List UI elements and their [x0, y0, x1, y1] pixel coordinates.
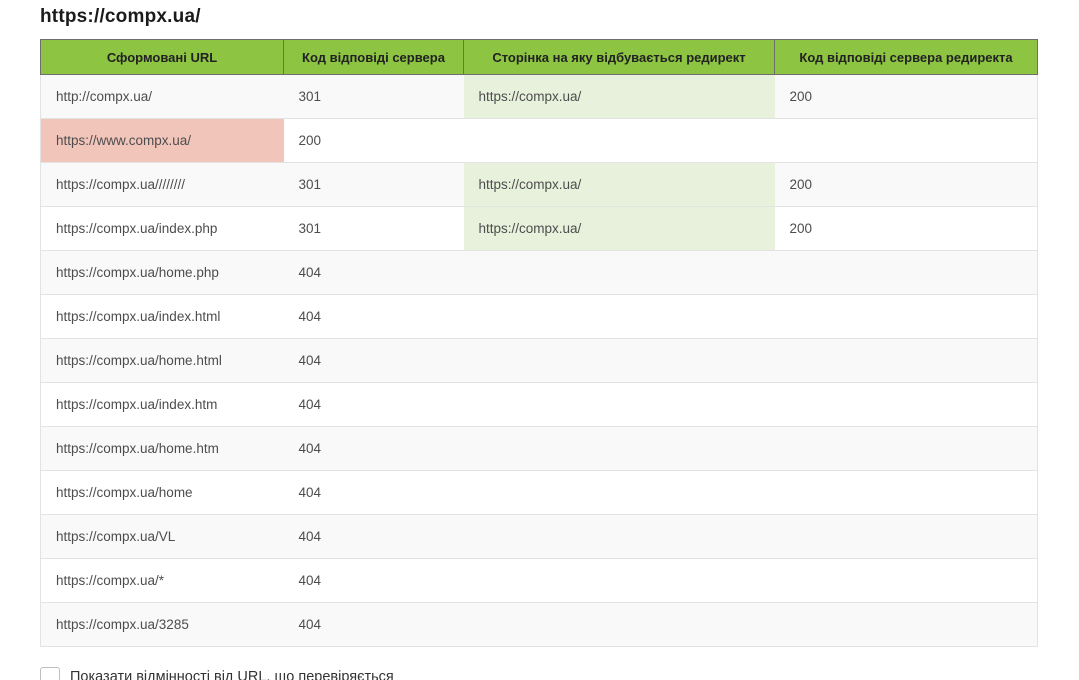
page-title: https://compx.ua/: [40, 6, 201, 27]
column-header-redirect-response-code: Код відповіді сервера редиректа: [774, 39, 1038, 75]
show-differences-option: Показати відмінності від URL, що перевір…: [40, 667, 1079, 680]
table-row: https://compx.ua/3285 404: [40, 602, 1038, 647]
url-cell: https://compx.ua////////: [40, 162, 284, 207]
redirect-url-cell: [463, 250, 775, 295]
redirect-url-cell: https://compx.ua/: [463, 74, 775, 119]
redirect-code-cell: [774, 118, 1038, 163]
status-code-cell: 404: [283, 514, 464, 559]
redirect-code-cell: [774, 338, 1038, 383]
table-row: https://www.compx.ua/200: [40, 118, 1038, 163]
status-code-cell: 404: [283, 602, 464, 647]
url-cell: http://compx.ua/: [40, 74, 284, 119]
table-row: https://compx.ua/index.html 404: [40, 294, 1038, 339]
table-row: https://compx.ua/home.php 404: [40, 250, 1038, 295]
redirect-url-cell: [463, 514, 775, 559]
status-code-cell: 404: [283, 382, 464, 427]
redirect-url-cell: [463, 558, 775, 603]
table-row: https://compx.ua////////301 https://compx…: [40, 162, 1038, 207]
table-header: Сформовані URL Код відповіді сервера Сто…: [40, 39, 1038, 75]
redirect-code-cell: [774, 294, 1038, 339]
redirect-url-cell: [463, 470, 775, 515]
redirect-url-cell: https://compx.ua/: [463, 206, 775, 251]
table-row: https://compx.ua/* 404: [40, 558, 1038, 603]
status-code-cell: 301: [283, 162, 464, 207]
column-header-redirect-page: Сторінка на яку відбувається редирект: [463, 39, 775, 75]
url-cell: https://compx.ua/home.html: [40, 338, 284, 383]
redirect-url-cell: [463, 426, 775, 471]
url-cell: https://compx.ua/home.htm: [40, 426, 284, 471]
status-code-cell: 404: [283, 294, 464, 339]
redirect-url-cell: [463, 602, 775, 647]
url-cell: https://compx.ua/home.php: [40, 250, 284, 295]
status-code-cell: 301: [283, 206, 464, 251]
status-code-cell: 404: [283, 338, 464, 383]
redirect-code-cell: 200: [774, 206, 1038, 251]
redirect-url-cell: [463, 338, 775, 383]
redirect-check-table: Сформовані URL Код відповіді сервера Сто…: [40, 39, 1038, 647]
column-header-generated-urls: Сформовані URL: [40, 39, 284, 75]
status-code-cell: 301: [283, 74, 464, 119]
redirect-url-cell: https://compx.ua/: [463, 162, 775, 207]
url-cell: https://compx.ua/VL: [40, 514, 284, 559]
show-differences-label: Показати відмінності від URL, що перевір…: [70, 669, 394, 680]
redirect-code-cell: [774, 514, 1038, 559]
column-header-server-response-code: Код відповіді сервера: [283, 39, 464, 75]
table-row: https://compx.ua/home 404: [40, 470, 1038, 515]
redirect-code-cell: 200: [774, 162, 1038, 207]
redirect-code-cell: [774, 558, 1038, 603]
redirect-url-cell: [463, 118, 775, 163]
table-row: http://compx.ua/301 https://compx.ua/200: [40, 74, 1038, 119]
table-row: https://compx.ua/index.php 301 https://com…: [40, 206, 1038, 251]
status-code-cell: 404: [283, 426, 464, 471]
redirect-code-cell: 200: [774, 74, 1038, 119]
table-row: https://compx.ua/VL 404: [40, 514, 1038, 559]
url-cell: https://compx.ua/index.html: [40, 294, 284, 339]
status-code-cell: 404: [283, 250, 464, 295]
status-code-cell: 200: [283, 118, 464, 163]
url-cell: https://compx.ua/index.php: [40, 206, 284, 251]
url-cell: https://compx.ua/index.htm: [40, 382, 284, 427]
status-code-cell: 404: [283, 558, 464, 603]
table-row: https://compx.ua/home.html 404: [40, 338, 1038, 383]
url-cell: https://www.compx.ua/: [40, 118, 284, 163]
redirect-code-cell: [774, 470, 1038, 515]
redirect-code-cell: [774, 602, 1038, 647]
redirect-url-cell: [463, 294, 775, 339]
redirect-url-cell: [463, 382, 775, 427]
url-cell: https://compx.ua/*: [40, 558, 284, 603]
show-differences-checkbox[interactable]: [40, 667, 60, 680]
status-code-cell: 404: [283, 470, 464, 515]
redirect-code-cell: [774, 250, 1038, 295]
table-body: http://compx.ua/301 https://compx.ua/200 h…: [40, 74, 1038, 647]
redirect-code-cell: [774, 426, 1038, 471]
redirect-code-cell: [774, 382, 1038, 427]
table-row: https://compx.ua/index.htm 404: [40, 382, 1038, 427]
url-cell: https://compx.ua/home: [40, 470, 284, 515]
url-cell: https://compx.ua/3285: [40, 602, 284, 647]
table-row: https://compx.ua/home.htm 404: [40, 426, 1038, 471]
